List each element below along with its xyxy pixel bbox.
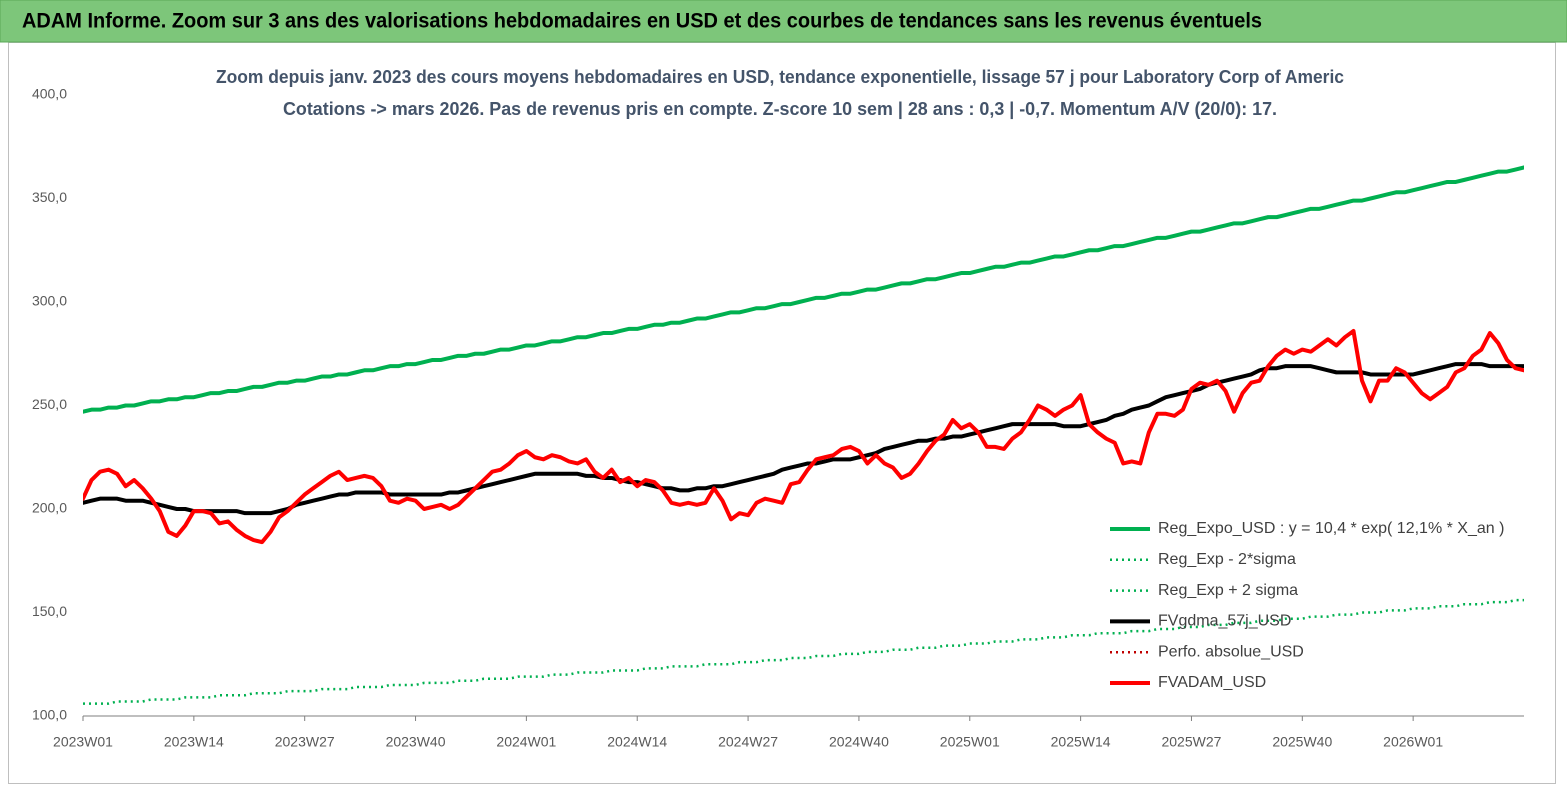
- chart-frame: [8, 42, 1556, 784]
- x-tick-label: 2025W27: [1161, 734, 1221, 750]
- legend: Reg_Expo_USD : y = 10,4 * exp( 12,1% * X…: [1110, 520, 1504, 691]
- x-tick-label: 2023W27: [275, 734, 335, 750]
- y-tick-label: 200,0: [32, 500, 67, 516]
- legend-label: Reg_Exp - 2*sigma: [1158, 551, 1296, 568]
- legend-label: FVADAM_USD: [1158, 674, 1266, 691]
- subtitle-line: Zoom depuis janv. 2023 des cours moyens …: [216, 67, 1344, 87]
- y-tick-label: 250,0: [32, 396, 67, 412]
- y-tick-label: 400,0: [32, 86, 67, 102]
- title-bar: [0, 0, 1567, 43]
- x-tick-label: 2024W27: [718, 734, 778, 750]
- x-tick-label: 2026W01: [1383, 734, 1443, 750]
- legend-label: Reg_Exp + 2 sigma: [1158, 582, 1298, 599]
- x-tick-label: 2024W14: [607, 734, 667, 750]
- y-tick-label: 100,0: [32, 707, 67, 723]
- x-tick-label: 2023W01: [53, 734, 113, 750]
- x-tick-label: 2025W40: [1272, 734, 1332, 750]
- chart-title: ADAM Informe. Zoom sur 3 ans des valoris…: [22, 10, 1262, 33]
- x-tick-label: 2023W40: [386, 734, 446, 750]
- legend-label: FVgdma_57j_USD: [1158, 613, 1291, 630]
- x-tick-label: 2025W01: [940, 734, 1000, 750]
- plot-area: [83, 165, 1524, 705]
- y-tick-label: 350,0: [32, 189, 67, 205]
- series-line: [83, 362, 1524, 516]
- series-line: [83, 598, 1524, 705]
- subtitle-line: Cotations -> mars 2026. Pas de revenus p…: [283, 99, 1277, 119]
- subtitle: Zoom depuis janv. 2023 des cours moyens …: [210, 62, 1350, 126]
- axes: 100,0 150,0 200,0 250,0 300,0 350,0 400,0 2023W…: [32, 86, 1524, 750]
- y-tick-label: 300,0: [32, 293, 67, 309]
- legend-label: Perfo. absolue_USD: [1158, 643, 1304, 660]
- x-tick-label: 2023W14: [164, 734, 224, 750]
- x-tick-label: 2024W01: [496, 734, 556, 750]
- subtitle-backdrop: [210, 62, 1350, 126]
- legend-label: Reg_Expo_USD : y = 10,4 * exp( 12,1% * X…: [1158, 520, 1504, 537]
- x-tick-label: 2024W40: [829, 734, 889, 750]
- x-tick-label: 2025W14: [1051, 734, 1111, 750]
- series-line: [83, 328, 1524, 545]
- y-tick-label: 150,0: [32, 603, 67, 619]
- series-line: [83, 165, 1524, 414]
